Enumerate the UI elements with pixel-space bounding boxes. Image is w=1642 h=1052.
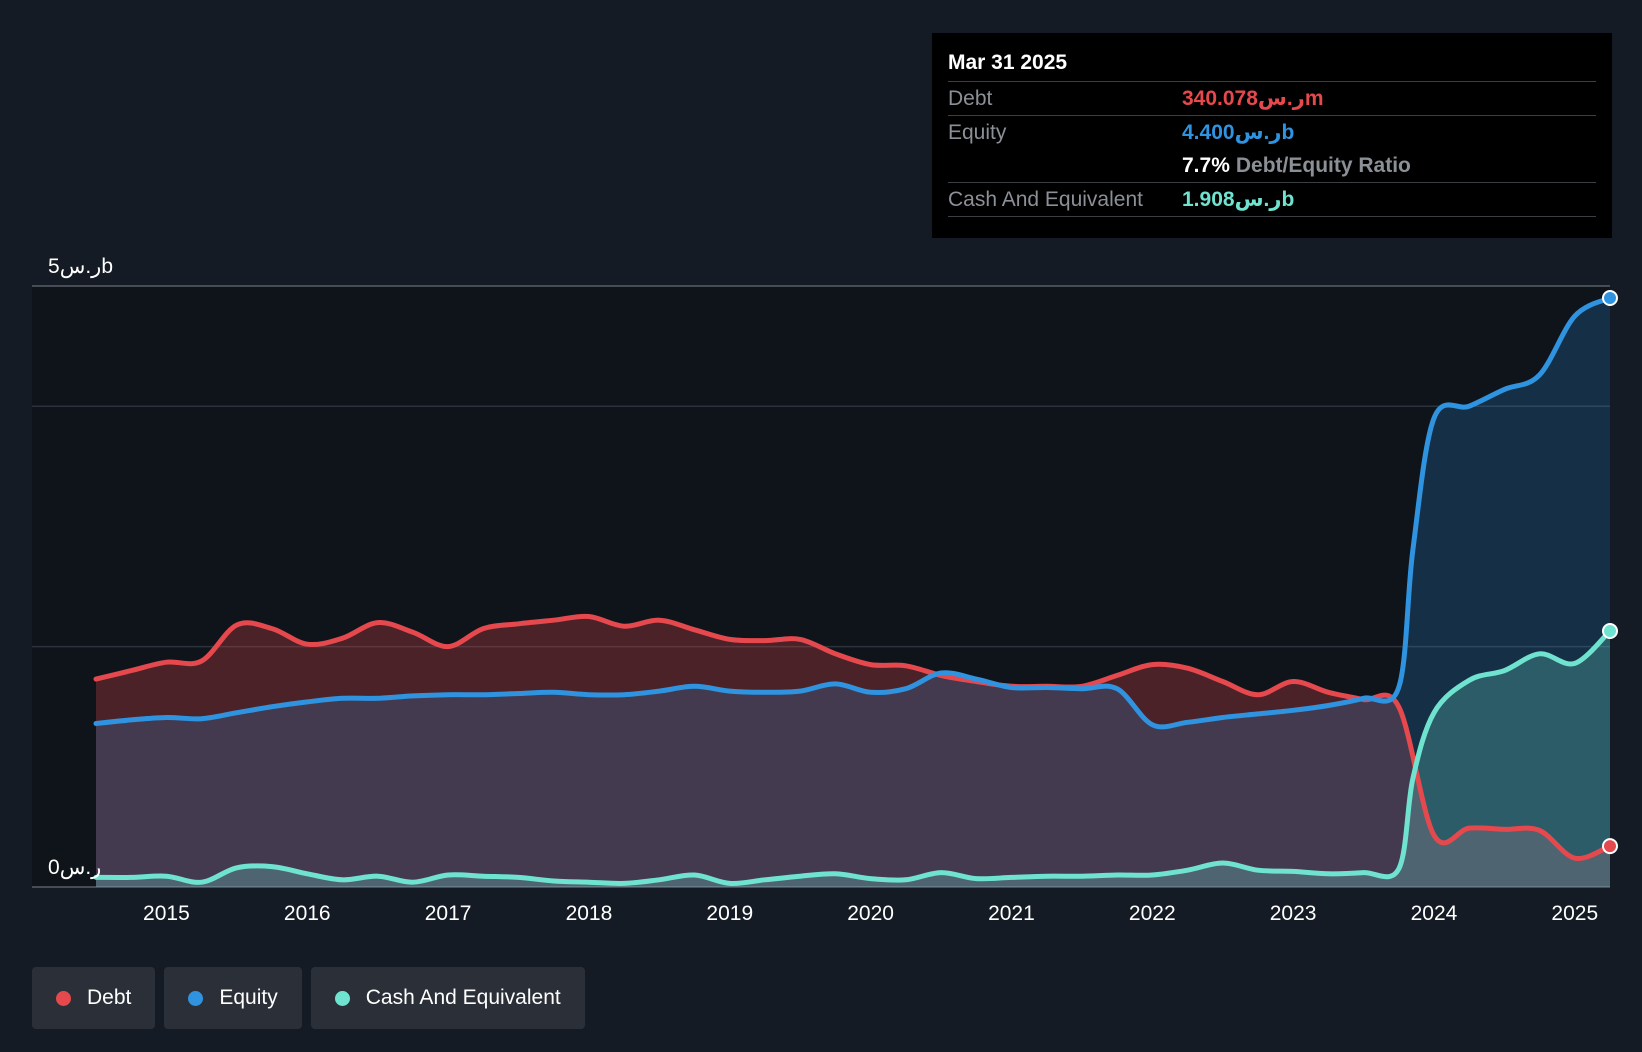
plot-background <box>32 286 1610 887</box>
tooltip-equity-label: Equity <box>948 121 1007 144</box>
tooltip-ratio-value: 7.7% <box>1182 154 1230 177</box>
x-tick-label: 2020 <box>847 902 894 925</box>
x-tick-label: 2023 <box>1270 902 1317 925</box>
tooltip-date: Mar 31 2025 <box>948 51 1068 74</box>
equity-end-point <box>1602 290 1618 307</box>
equity-line <box>93 295 1613 730</box>
x-tick-label: 2021 <box>988 902 1035 925</box>
x-tick-label: 2018 <box>566 902 613 925</box>
legend-label-debt: Debt <box>87 986 132 1009</box>
equity-area <box>96 298 1610 887</box>
x-tick-label: 2025 <box>1551 902 1598 925</box>
tooltip-cash-value: 1.908ر.سb <box>1182 188 1295 211</box>
chart-legend: Debt Equity Cash And Equivalent <box>32 967 585 1029</box>
x-tick-label: 2015 <box>143 902 190 925</box>
tooltip-ratio-label: Debt/Equity Ratio <box>1235 154 1411 177</box>
end-markers <box>1602 290 1618 855</box>
tooltip-row-debt: Debt 340.078ر.سm <box>948 81 1596 115</box>
x-tick-label: 2022 <box>1129 902 1176 925</box>
tooltip-panel: Mar 31 2025 Debt 340.078ر.سm Equity 4.40… <box>932 33 1612 238</box>
debt-end-point <box>1602 838 1618 855</box>
legend-item-debt[interactable]: Debt <box>32 967 156 1029</box>
y-axis-ticks: 5ر.سb 0ر.س <box>48 255 113 880</box>
cash-line <box>93 628 1613 887</box>
tooltip-row-cash: Cash And Equivalent 1.908ر.سb <box>948 182 1596 217</box>
tooltip-row-equity: Equity 4.400ر.سb <box>948 115 1596 149</box>
tooltip-equity-value: 4.400ر.سb <box>1182 121 1295 144</box>
tooltip-debt-value: 340.078ر.سm <box>1182 87 1324 110</box>
series-areas <box>96 298 1610 887</box>
plot-area <box>32 286 1610 887</box>
legend-dot-cash <box>334 990 350 1006</box>
legend-label-equity: Equity <box>219 986 278 1009</box>
legend-item-equity[interactable]: Equity <box>164 967 302 1029</box>
x-tick-label: 2024 <box>1411 902 1458 925</box>
legend-dot-debt <box>56 990 71 1006</box>
debt-area <box>96 616 1610 887</box>
x-tick-label: 2017 <box>425 902 472 925</box>
cash-area <box>96 631 1610 887</box>
x-axis-ticks: 2015 2016 2017 2018 2019 2020 2021 2022 2023 2024… <box>143 902 1598 925</box>
tooltip-debt-label: Debt <box>948 87 993 110</box>
legend-item-cash[interactable]: Cash And Equivalent <box>310 967 585 1029</box>
y-tick-label: 5ر.سb <box>48 255 113 279</box>
tooltip-row-ratio: 7.7% Debt/Equity Ratio <box>948 149 1596 182</box>
x-tick-label: 2019 <box>706 902 753 925</box>
tooltip-cash-label: Cash And Equivalent <box>948 188 1143 211</box>
x-tick-label: 2016 <box>284 902 331 925</box>
y-tick-label: 0ر.س <box>48 856 101 880</box>
cash-end-point <box>1602 622 1618 639</box>
legend-dot-equity <box>188 990 204 1006</box>
legend-label-cash: Cash And Equivalent <box>365 986 561 1009</box>
series-lines <box>93 295 1613 887</box>
